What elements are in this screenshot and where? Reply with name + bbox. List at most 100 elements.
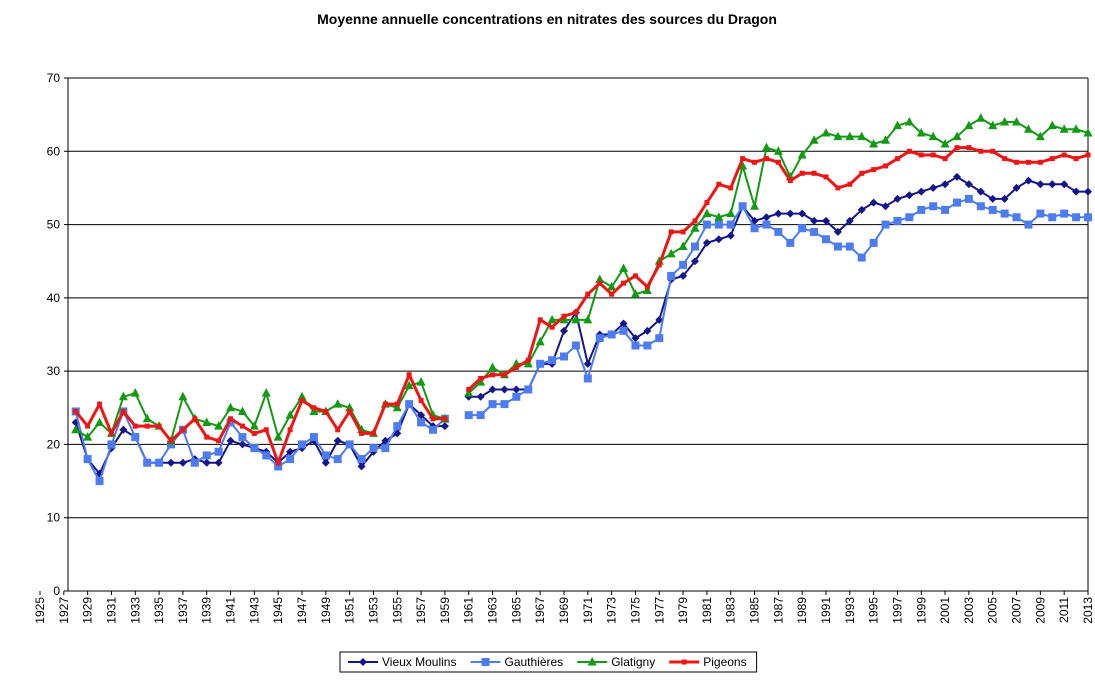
data-point [740,156,746,162]
legend-marker [681,659,687,665]
data-point [501,372,507,378]
data-point [1023,124,1033,133]
data-point [609,291,615,297]
data-point [142,413,152,423]
data-point [954,145,960,151]
data-point [752,159,758,165]
data-point [476,392,485,401]
data-point [214,447,223,456]
data-point [655,334,664,343]
data-point [488,385,497,394]
data-point [228,416,234,422]
data-point [1083,127,1093,137]
data-point [894,156,900,162]
data-point [585,291,591,297]
data-point [547,314,557,324]
data-point [906,148,912,154]
data-point [1014,159,1020,165]
data-point [726,231,735,240]
x-tick-label: 1995 [867,597,881,624]
data-point [333,399,343,408]
data-point [857,253,866,262]
data-point [535,336,545,346]
data-point [548,356,557,365]
data-point [583,314,593,324]
data-point [822,235,830,244]
data-point [261,388,271,397]
data-point [1048,180,1057,189]
data-point [131,433,140,442]
data-point [393,422,402,431]
data-point [418,397,424,403]
x-tick-label: 1987 [771,597,785,624]
data-point [692,218,698,224]
data-point [857,205,866,214]
y-tick-label: 20 [47,437,61,451]
data-point [726,220,735,229]
data-point [214,458,223,467]
data-point [573,310,579,316]
y-tick-label: 0 [53,584,60,598]
data-point [405,400,414,409]
data-point [619,319,628,328]
data-point [1047,120,1057,130]
data-point [309,433,318,442]
data-point [464,388,474,397]
data-point [144,423,150,429]
data-point [1000,116,1010,126]
data-point [1012,116,1022,126]
data-point [417,418,426,427]
x-tick-label: 1983 [724,597,738,624]
data-point [359,430,365,436]
data-point [916,127,926,137]
data-point [143,458,152,467]
data-point [1049,156,1055,162]
data-point [833,242,842,251]
data-point [809,135,819,144]
data-point [716,181,722,187]
data-point [95,477,104,486]
x-tick-label: 1935 [152,597,166,624]
x-tick-label: 1971 [581,597,595,624]
data-point [595,334,604,343]
data-point [500,400,509,409]
data-point [666,248,676,258]
data-point [583,359,592,368]
x-tick-label: 1957 [414,597,428,624]
data-point [976,113,986,122]
data-point [202,451,211,460]
data-point [335,427,341,433]
data-point [1060,180,1069,189]
data-point [537,317,543,323]
y-tick-label: 30 [47,364,61,378]
legend-marker [359,658,367,666]
data-point [1037,159,1043,165]
data-point [833,131,843,141]
data-point [83,455,92,464]
data-point [226,418,235,427]
data-point [321,451,330,460]
data-point [952,131,962,141]
data-point [976,187,985,196]
data-point [357,462,366,471]
data-point [192,416,198,422]
series-line [75,117,1089,443]
data-point [536,359,545,368]
data-point [406,372,412,378]
x-tick-label: 1973 [605,597,619,624]
data-point [85,423,91,429]
data-point [845,242,854,251]
data-point [226,436,235,445]
data-point [929,202,938,211]
x-tick-label: 1955 [390,597,404,624]
data-point [561,313,567,319]
data-point [1000,194,1009,203]
x-tick-label: 1979 [676,597,690,624]
x-tick-label: 1985 [748,597,762,624]
legend-label: Pigeons [703,655,746,669]
y-tick-label: 50 [47,218,61,232]
data-point [523,358,533,368]
data-point [178,391,188,401]
chart-title: Moyenne annuelle concentrations en nitra… [317,11,777,27]
data-point [1073,156,1079,162]
